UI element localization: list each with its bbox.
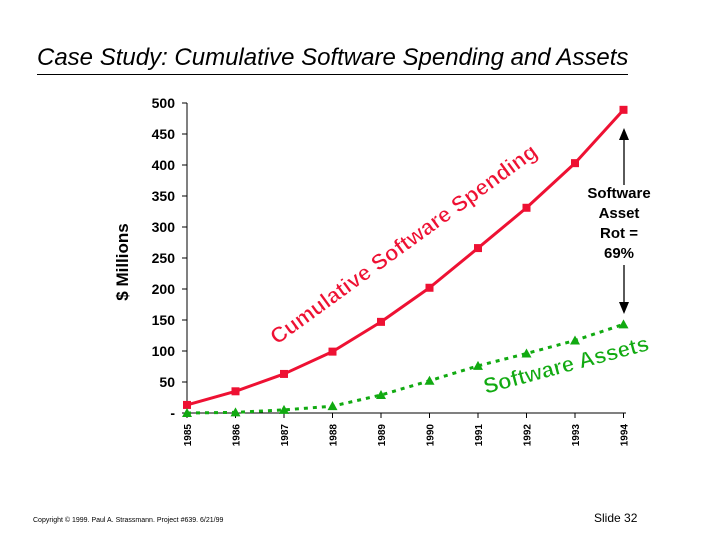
series-label-assets: Software Assets [481,331,652,399]
slide-number: Slide 32 [594,511,638,525]
y-tick-label: 400 [152,157,176,173]
annotation-line-4: 69% [604,245,634,262]
y-tick-label: - [170,405,175,421]
series-group [182,105,629,417]
data-point-assets [618,319,629,329]
copyright-footer: Copyright © 1999. Paul A. Strassmann. Pr… [33,517,224,524]
data-point-spending [619,105,628,114]
x-tick-label: 1990 [426,424,437,447]
data-point-spending [183,400,191,409]
x-tick-label: 1988 [329,424,340,447]
data-point-assets [424,375,435,385]
data-point-assets [279,404,289,414]
y-tick-label: 50 [159,374,175,390]
x-tick-label: 1991 [474,424,485,447]
data-point-spending [571,159,579,168]
data-point-assets [376,390,386,400]
data-point-assets [230,407,241,417]
data-point-spending [474,244,482,253]
annotation-line-1: Software [587,185,650,202]
x-tick-label: 1992 [523,424,534,447]
x-tick-label: 1994 [620,424,631,447]
x-tick-label: 1989 [377,424,388,447]
arrow-head-down-icon [619,302,629,314]
series-line-assets [186,322,624,415]
y-tick-label: 500 [152,95,176,111]
asset-rot-annotation: Software Asset Rot = 69% [587,128,651,314]
series-label-spending: Cumulative Software Spending [265,139,542,350]
y-tick-label: 350 [152,188,176,204]
data-point-spending [377,317,385,326]
annotation-line-2: Asset [599,205,640,222]
data-point-assets [570,335,580,345]
y-tick-label: 450 [152,126,176,142]
series-line-spending [186,108,625,407]
data-point-spending [231,387,240,396]
data-point-assets [473,360,483,370]
x-tick-label: 1985 [183,424,194,447]
y-tick-label: 300 [152,219,176,235]
data-point-spending [328,347,337,356]
data-point-spending [425,283,434,292]
data-point-assets [327,401,338,411]
y-tick-label: 100 [152,343,176,359]
y-tick-label: 250 [152,250,176,266]
y-tick-label: 150 [152,312,176,328]
data-point-assets [521,348,532,358]
x-tick-label: 1993 [571,424,582,447]
x-ticks: 1985 1986 1987 1988 1989 1990 1991 1992 1993 1994 [183,413,631,446]
arrow-head-up-icon [619,128,629,140]
y-axis-label: $ Millions [113,223,132,300]
y-ticks: - 50 100 150 200 250 300 350 400 450 500 [152,95,187,421]
annotation-line-3: Rot = [600,225,638,242]
x-tick-label: 1987 [280,424,291,447]
y-tick-label: 200 [152,281,176,297]
data-point-spending [522,203,531,212]
data-point-assets [182,408,192,417]
data-point-spending [280,369,288,378]
x-tick-label: 1986 [232,424,243,447]
slide-title: Case Study: Cumulative Software Spending… [37,44,629,75]
